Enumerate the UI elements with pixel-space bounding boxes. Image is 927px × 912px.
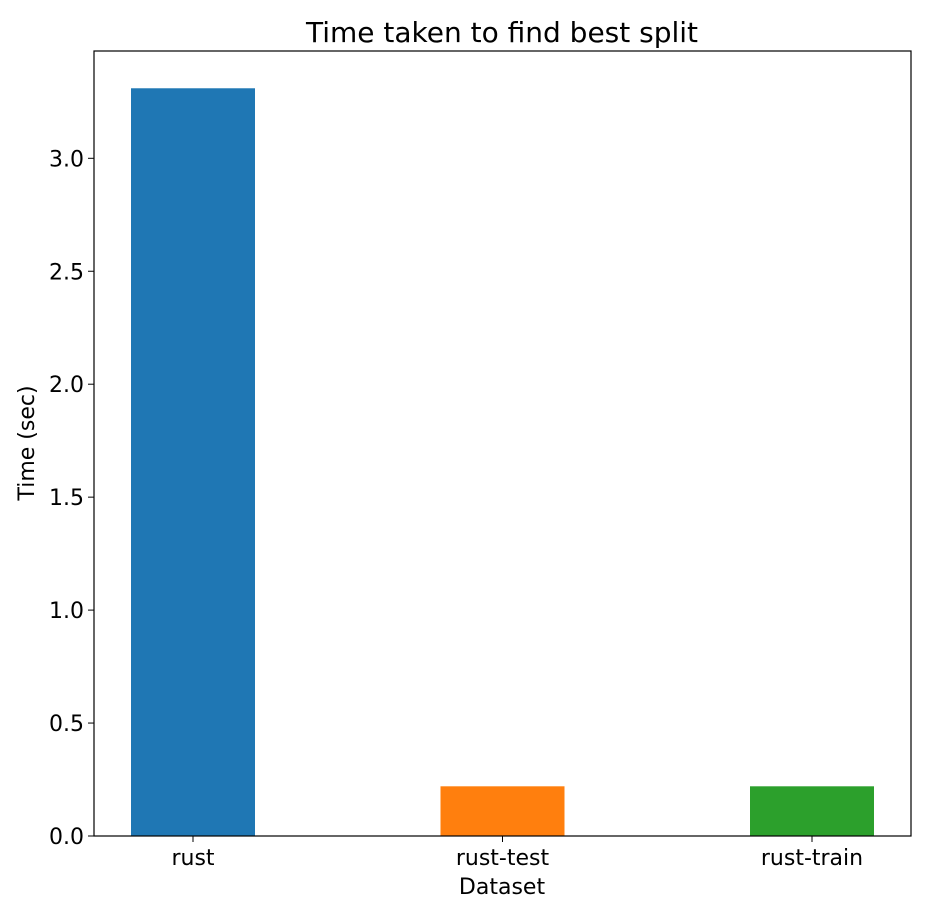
x-axis: rust rust-test rust-train — [171, 836, 863, 871]
x-tick-label: rust-train — [761, 846, 863, 871]
y-axis-label: Time (sec) — [15, 385, 40, 501]
plot-area — [131, 88, 874, 836]
bar-rust-train — [750, 786, 874, 836]
y-tick-label: 0.0 — [49, 825, 84, 850]
x-axis-label: Dataset — [459, 875, 546, 900]
y-tick-label: 2.0 — [49, 373, 84, 398]
x-tick-label: rust-test — [456, 846, 550, 871]
chart-title: Time taken to find best split — [305, 16, 698, 49]
y-tick-label: 1.0 — [49, 599, 84, 624]
bar-rust-test — [440, 786, 565, 836]
x-tick-label: rust — [171, 846, 214, 871]
bar-rust — [131, 88, 255, 836]
y-tick-label: 2.5 — [49, 260, 84, 285]
y-axis: 0.0 0.5 1.0 1.5 2.0 2.5 3.0 — [49, 147, 94, 850]
y-tick-label: 3.0 — [49, 147, 84, 172]
y-tick-label: 1.5 — [49, 486, 84, 511]
y-tick-label: 0.5 — [49, 712, 84, 737]
